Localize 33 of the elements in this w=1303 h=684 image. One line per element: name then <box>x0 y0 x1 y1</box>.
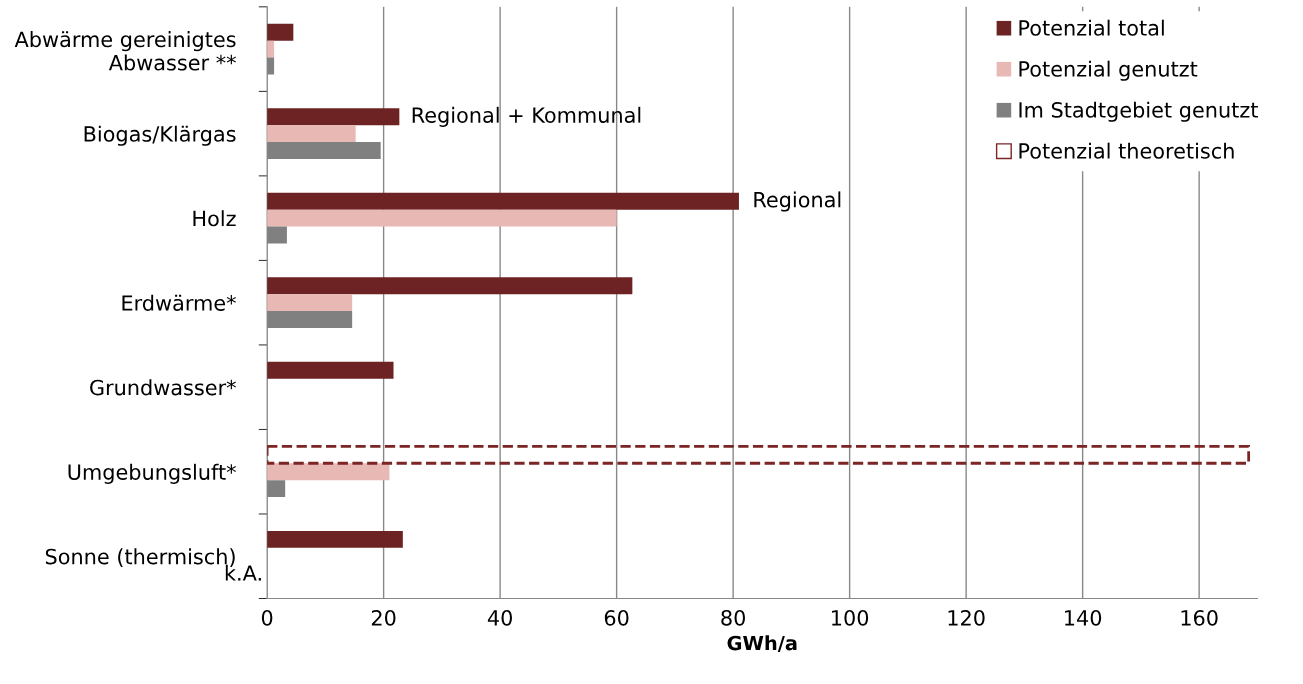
x-tick-label: 40 <box>487 609 512 626</box>
x-tick-label: 60 <box>604 609 629 626</box>
x-axis-title: GWh/a <box>727 635 797 652</box>
legend-label: Potenzial genutzt <box>1019 60 1198 81</box>
bar <box>267 444 1251 465</box>
bar <box>267 361 394 379</box>
bar <box>267 108 400 126</box>
x-tick-label: 120 <box>948 609 985 626</box>
x-tick-label: 20 <box>371 609 396 626</box>
x-tick-label: 0 <box>261 609 273 626</box>
x-tick-label: 140 <box>1065 609 1102 626</box>
x-tick-label: 160 <box>1181 609 1218 626</box>
legend-label: Im Stadtgebiet genutzt <box>1019 101 1258 122</box>
bar <box>267 209 617 227</box>
x-tick-label: 100 <box>832 609 869 626</box>
bar <box>267 125 356 143</box>
y-tick-label: Umgebungsluft* <box>68 463 236 484</box>
y-tick-label: Biogas/Klärgas <box>84 125 236 146</box>
legend-label: Potenzial total <box>1019 19 1164 36</box>
annotation: Regional + Kommunal <box>412 106 641 127</box>
annotation: Regional <box>754 191 841 212</box>
bar <box>267 463 390 481</box>
bar <box>267 277 633 295</box>
y-tick-label: Abwärme gereinigtes Abwasser ** <box>14 31 236 71</box>
y-tick-label: Erdwärme* <box>122 294 236 311</box>
bar <box>267 192 739 210</box>
bar <box>267 294 353 312</box>
bar <box>267 530 403 548</box>
y-tick-label: Grundwasser* <box>90 379 236 396</box>
bar <box>267 23 294 41</box>
legend-label: Potenzial theoretisch <box>1019 142 1234 159</box>
y-tick-label: Holz <box>193 210 236 227</box>
x-tick-label: 80 <box>721 609 745 626</box>
